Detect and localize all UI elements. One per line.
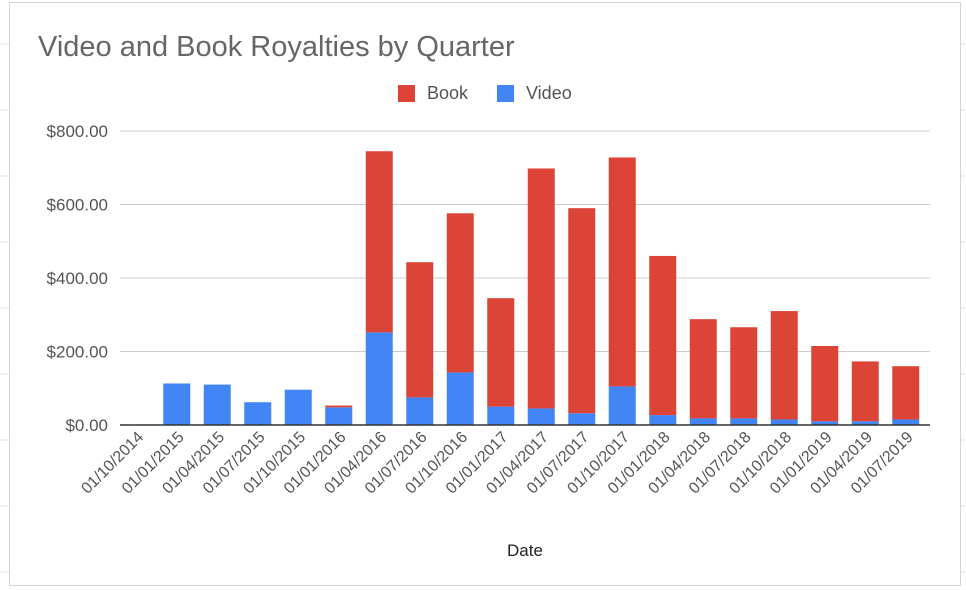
bar-video[interactable] (446, 372, 474, 425)
bar-book[interactable] (770, 311, 798, 420)
legend-swatch (497, 85, 514, 102)
y-tick-label: $800.00 (47, 122, 108, 141)
bar-video[interactable] (770, 419, 798, 425)
bar-video[interactable] (608, 386, 636, 425)
bar-book[interactable] (527, 168, 555, 409)
bar-book[interactable] (730, 327, 758, 419)
bar-video[interactable] (406, 397, 434, 425)
chart-container[interactable] (9, 2, 961, 586)
legend-item-video[interactable]: Video (497, 83, 572, 103)
bar-video[interactable] (892, 419, 920, 425)
y-tick-label: $200.00 (47, 343, 108, 362)
bar-video[interactable] (203, 384, 231, 425)
bar-video[interactable] (365, 332, 393, 425)
legend-swatch (398, 85, 415, 102)
x-axis-ticks: 01/10/201401/01/201501/04/201501/07/2015… (78, 429, 916, 498)
bar-book[interactable] (568, 208, 596, 414)
legend-item-book[interactable]: Book (398, 83, 469, 103)
bar-video[interactable] (649, 415, 677, 425)
legend-label: Video (526, 83, 572, 103)
bar-video[interactable] (851, 421, 879, 425)
bar-book[interactable] (811, 345, 839, 422)
bar-book[interactable] (446, 213, 474, 373)
bar-video[interactable] (730, 418, 758, 425)
bar-video[interactable] (811, 421, 839, 425)
bar-video[interactable] (527, 408, 555, 425)
bar-video[interactable] (325, 407, 353, 425)
y-tick-label: $0.00 (65, 416, 108, 435)
bar-video[interactable] (163, 383, 191, 425)
bars[interactable] (163, 151, 920, 425)
bar-book[interactable] (487, 298, 515, 407)
bar-book[interactable] (406, 262, 434, 398)
bar-book[interactable] (365, 151, 393, 333)
legend-label: Book (427, 83, 469, 103)
y-tick-label: $600.00 (47, 196, 108, 215)
y-axis-ticks: $0.00 $200.00 $400.00 $600.00 $800.00 (47, 122, 108, 435)
bar-video[interactable] (487, 406, 515, 425)
bar-book[interactable] (689, 319, 717, 419)
bar-book[interactable] (325, 405, 353, 408)
bar-book[interactable] (851, 361, 879, 422)
bar-video[interactable] (689, 418, 717, 425)
bar-book[interactable] (608, 157, 636, 387)
legend[interactable]: Book Video (398, 83, 572, 103)
chart-title: Video and Book Royalties by Quarter (38, 31, 515, 63)
bar-video[interactable] (244, 402, 272, 425)
y-tick-label: $400.00 (47, 269, 108, 288)
bar-book[interactable] (649, 255, 677, 416)
bar-book[interactable] (892, 366, 920, 420)
x-axis-title: Date (507, 541, 543, 560)
gridlines (120, 130, 930, 352)
bar-video[interactable] (284, 389, 312, 425)
bar-video[interactable] (568, 413, 596, 425)
